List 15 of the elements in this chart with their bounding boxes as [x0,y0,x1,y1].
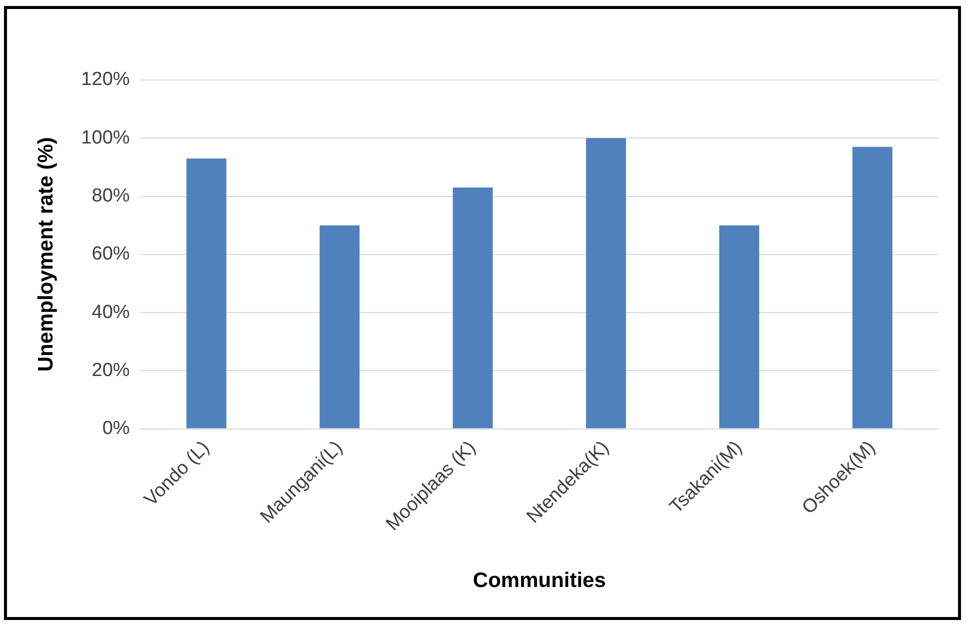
y-tick-label: 120% [81,69,130,90]
x-axis-title: Communities [472,569,606,592]
y-tick-label: 80% [92,186,130,206]
y-axis-title: Unemployment rate (%) [34,137,58,372]
y-tick-label: 100% [81,127,130,148]
bar [452,188,493,428]
y-tick-label: 40% [92,302,130,323]
y-tick-label: 60% [92,244,130,265]
bar [320,225,360,428]
bar [852,146,892,428]
y-tick-label: 20% [92,360,130,381]
bar [719,225,760,428]
bar [586,138,626,428]
y-tick-label: 0% [102,418,130,440]
bar [186,158,226,428]
